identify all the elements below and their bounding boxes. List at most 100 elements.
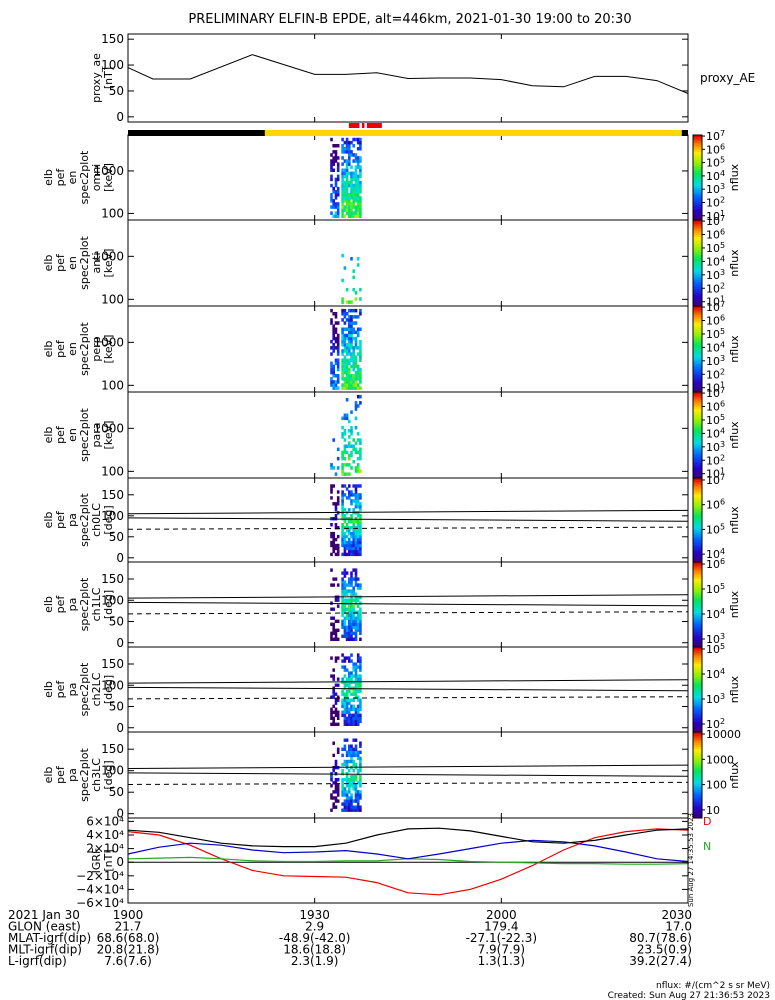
spectrogram-cell — [352, 523, 355, 527]
colorbar-step — [693, 787, 702, 791]
colorbar-step — [693, 196, 702, 200]
spectrogram-cell — [343, 429, 347, 433]
spectrogram-cell — [345, 689, 349, 693]
spectrogram-cell — [343, 683, 347, 687]
spectrogram-cell — [330, 199, 333, 203]
colorbar-step — [693, 171, 702, 174]
spectrogram-cell — [354, 208, 358, 212]
ylabel-line: spec2plot — [78, 493, 91, 547]
spectrogram-cell — [352, 704, 355, 708]
colorbar-step — [693, 424, 702, 427]
spectrogram-cell — [356, 781, 360, 785]
colorbar-step — [693, 402, 702, 406]
spectrogram-cell — [350, 698, 353, 702]
colorbar-step — [693, 220, 702, 223]
panel-en_omni: elb pef en spec2plot omni [keV]10710610510410… — [42, 129, 741, 223]
spectrogram-cell — [341, 253, 344, 258]
igrf-Bz-line — [127, 839, 689, 863]
colorbar-step — [693, 269, 702, 272]
spectrogram-cell — [352, 686, 355, 690]
spectrogram-cell — [354, 713, 358, 717]
ylabel-line: pa — [66, 683, 79, 697]
spectrogram-cell — [341, 278, 344, 283]
spectrogram-cell — [334, 692, 338, 696]
spectrogram-cells — [341, 253, 362, 304]
footer-value: 20.8(21.8) — [97, 943, 160, 957]
colorbar-step — [693, 353, 702, 356]
spectrogram-cell — [350, 589, 353, 593]
ylabel-line: en — [66, 171, 79, 185]
spectrogram-cell — [348, 622, 351, 626]
spectrogram-cell — [350, 300, 353, 304]
colorbar-step — [693, 308, 702, 311]
spectrogram-cell — [345, 707, 349, 711]
spectrogram-cell — [330, 137, 333, 142]
spectrogram-cell — [332, 333, 335, 338]
spectrogram-cell — [348, 607, 351, 611]
colorbar-step — [693, 674, 702, 678]
colorbar-step — [693, 310, 702, 313]
colorbar-step — [693, 734, 702, 737]
spectrogram-cell — [352, 568, 355, 572]
colorbar-step — [693, 325, 702, 328]
spectrogram-cell — [341, 677, 344, 681]
spectrogram-cell — [354, 722, 358, 726]
spectrogram-cell — [354, 622, 358, 626]
spectrogram-cell — [334, 805, 338, 809]
spectrogram-cell — [343, 526, 347, 530]
spectrogram-cell — [345, 677, 349, 681]
spectrogram-cell — [332, 343, 335, 347]
spectrogram-cell — [343, 674, 347, 678]
spectrogram-cell — [343, 386, 347, 390]
spectrogram-cell — [352, 589, 355, 593]
spectrogram-cell — [334, 211, 338, 215]
spectrogram-cell — [354, 493, 358, 497]
spectrogram-cell — [343, 432, 347, 436]
colorbar-step — [693, 224, 702, 227]
colorbar-step — [693, 749, 702, 752]
spectrogram-cell — [350, 628, 353, 632]
spectrogram-cell — [356, 710, 360, 714]
spectrogram-cell — [334, 183, 338, 188]
spectrogram-cell — [348, 196, 351, 200]
plot-title: PRELIMINARY ELFIN-B EPDE, alt=446km, 202… — [188, 12, 631, 27]
ylabel-line: elb — [42, 767, 55, 784]
spectrogram-cell — [350, 613, 353, 617]
ylabel-line: ch0LC — [90, 503, 103, 537]
spectrogram-cell — [354, 156, 358, 160]
igrf-legend-Bx: D — [703, 815, 711, 828]
ylabel-line: elb — [42, 681, 55, 698]
spectrogram-cell — [348, 577, 351, 581]
spectrogram-cell — [343, 517, 347, 521]
spectrogram-cell — [354, 499, 358, 503]
spectrogram-cell — [345, 546, 349, 551]
spectrogram-cell — [343, 312, 347, 316]
spectrogram-cell — [356, 543, 360, 548]
spectrogram-cell — [341, 790, 344, 794]
spectrogram-cell — [352, 665, 355, 669]
spectrogram-cell — [332, 607, 335, 611]
spectrogram-cell — [330, 165, 333, 169]
colorbar-step — [693, 443, 702, 447]
spectrogram-cell — [348, 750, 351, 754]
ylabel-line: elb — [42, 512, 55, 529]
colorbar-step — [693, 725, 702, 729]
spectrogram-cell — [348, 698, 351, 702]
colorbar-step — [693, 708, 702, 712]
spectrogram-cell — [354, 484, 358, 488]
colorbar-step — [693, 381, 702, 384]
spectrogram-cell — [356, 689, 360, 693]
spectrogram-cell — [359, 159, 362, 163]
spectrogram-cell — [341, 808, 344, 812]
spectrogram-cell — [359, 698, 362, 702]
colorbar-step — [693, 439, 702, 442]
colorbar-step — [693, 430, 702, 434]
spectrogram-cell — [341, 505, 344, 509]
colorbar-step — [693, 316, 702, 320]
igrf-legend-By: N — [703, 840, 711, 853]
spectrogram-cell — [348, 671, 351, 675]
spectrogram-cell — [356, 790, 360, 794]
footer-value: 179.4 — [484, 920, 518, 934]
spectrogram-cell — [356, 683, 360, 687]
